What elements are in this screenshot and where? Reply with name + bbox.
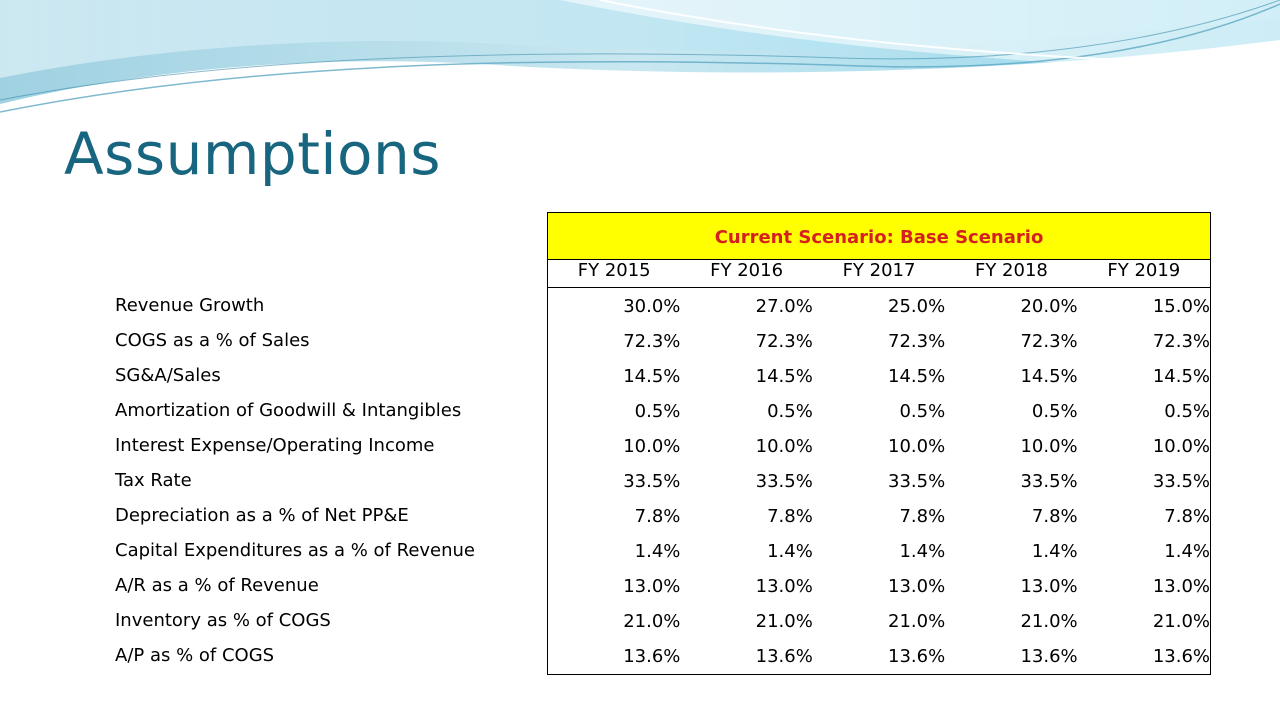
table-cell: 33.5% (755, 471, 813, 492)
table-body: 30.0% 27.0% 25.0% 20.0% 15.0% 72.3% 72.3… (547, 287, 1211, 675)
page-title: Assumptions (64, 120, 442, 188)
scenario-banner: Current Scenario: Base Scenario (547, 212, 1211, 260)
year-header: FY 2016 (710, 260, 784, 281)
table-cell: 13.0% (623, 576, 681, 597)
table-cell: 1.4% (1164, 541, 1211, 562)
table-cell: 13.0% (755, 576, 813, 597)
row-label-capex: Capital Expenditures as a % of Revenue (115, 540, 476, 561)
table-cell: 0.5% (1031, 401, 1078, 422)
row-label-sga-sales: SG&A/Sales (115, 365, 221, 386)
table-cell: 7.8% (899, 506, 946, 527)
table-cell: 7.8% (1031, 506, 1078, 527)
table-cell: 33.5% (1020, 471, 1078, 492)
row-label-depreciation: Depreciation as a % of Net PP&E (115, 505, 409, 526)
table-row: 0.5% 0.5% 0.5% 0.5% 0.5% (548, 394, 1210, 429)
row-label-cogs-pct-sales: COGS as a % of Sales (115, 330, 310, 351)
table-cell: 0.5% (1164, 401, 1211, 422)
table-cell: 13.0% (888, 576, 946, 597)
assumption-labels: Revenue Growth COGS as a % of Sales SG&A… (115, 288, 545, 673)
table-row: 14.5% 14.5% 14.5% 14.5% 14.5% (548, 359, 1210, 394)
table-row: 1.4% 1.4% 1.4% 1.4% 1.4% (548, 534, 1210, 569)
row-label-revenue-growth: Revenue Growth (115, 295, 265, 316)
table-row: 21.0% 21.0% 21.0% 21.0% 21.0% (548, 604, 1210, 639)
table-cell: 21.0% (1152, 611, 1211, 632)
year-header: FY 2017 (842, 260, 916, 281)
table-cell: 10.0% (1152, 436, 1211, 457)
assumptions-table: Current Scenario: Base Scenario FY 2015 … (547, 212, 1211, 675)
table-cell: 33.5% (623, 471, 681, 492)
table-row: 10.0% 10.0% 10.0% 10.0% 10.0% (548, 429, 1210, 464)
table-row: 7.8% 7.8% 7.8% 7.8% 7.8% (548, 499, 1210, 534)
table-cell: 10.0% (755, 436, 813, 457)
table-cell: 13.0% (1020, 576, 1078, 597)
row-label-tax-rate: Tax Rate (115, 470, 192, 491)
table-cell: 21.0% (1020, 611, 1078, 632)
table-cell: 13.6% (755, 646, 813, 667)
table-cell: 13.6% (1020, 646, 1078, 667)
table-cell: 72.3% (755, 331, 813, 352)
table-cell: 7.8% (1164, 506, 1211, 527)
header-wave-decoration (0, 0, 1280, 113)
table-cell: 33.5% (888, 471, 946, 492)
table-cell: 1.4% (899, 541, 946, 562)
table-row: 33.5% 33.5% 33.5% 33.5% 33.5% (548, 464, 1210, 499)
table-cell: 21.0% (888, 611, 946, 632)
table-row: 72.3% 72.3% 72.3% 72.3% 72.3% (548, 324, 1210, 359)
table-cell: 10.0% (888, 436, 946, 457)
table-cell: 21.0% (755, 611, 813, 632)
row-label-amortization: Amortization of Goodwill & Intangibles (115, 400, 462, 421)
table-cell: 1.4% (1031, 541, 1078, 562)
row-label-ap: A/P as % of COGS (115, 645, 275, 666)
table-cell: 21.0% (623, 611, 681, 632)
table-cell: 15.0% (1152, 296, 1211, 317)
table-cell: 10.0% (623, 436, 681, 457)
table-cell: 13.6% (888, 646, 946, 667)
table-cell: 14.5% (623, 366, 681, 387)
table-cell: 14.5% (1020, 366, 1078, 387)
table-cell: 13.6% (623, 646, 681, 667)
table-cell: 13.0% (1152, 576, 1211, 597)
table-cell: 13.6% (1152, 646, 1211, 667)
table-cell: 72.3% (623, 331, 681, 352)
table-cell: 72.3% (1020, 331, 1078, 352)
table-cell: 1.4% (767, 541, 813, 562)
table-cell: 25.0% (888, 296, 946, 317)
table-cell: 0.5% (767, 401, 813, 422)
table-row: 30.0% 27.0% 25.0% 20.0% 15.0% (548, 289, 1210, 324)
table-cell: 30.0% (623, 296, 681, 317)
table-cell: 33.5% (1152, 471, 1211, 492)
table-cell: 7.8% (767, 506, 813, 527)
table-cell: 72.3% (1152, 331, 1211, 352)
row-label-inventory: Inventory as % of COGS (115, 610, 331, 631)
table-cell: 1.4% (634, 541, 681, 562)
table-cell: 72.3% (888, 331, 946, 352)
table-cell: 14.5% (1152, 366, 1211, 387)
table-cell: 20.0% (1020, 296, 1078, 317)
table-row: 13.6% 13.6% 13.6% 13.6% 13.6% (548, 639, 1210, 674)
row-label-ar: A/R as a % of Revenue (115, 575, 319, 596)
row-label-interest-expense: Interest Expense/Operating Income (115, 435, 435, 456)
year-header: FY 2015 (577, 260, 651, 281)
table-cell: 0.5% (899, 401, 946, 422)
table-cell: 10.0% (1020, 436, 1078, 457)
table-row: 13.0% 13.0% 13.0% 13.0% 13.0% (548, 569, 1210, 604)
table-cell: 14.5% (888, 366, 946, 387)
year-header: FY 2019 (1107, 260, 1181, 281)
table-cell: 0.5% (634, 401, 681, 422)
table-cell: 7.8% (634, 506, 681, 527)
year-header-row: FY 2015 FY 2016 FY 2017 FY 2018 FY 2019 (547, 260, 1211, 287)
table-cell: 14.5% (755, 366, 813, 387)
year-header: FY 2018 (974, 260, 1048, 281)
table-cell: 27.0% (755, 296, 813, 317)
